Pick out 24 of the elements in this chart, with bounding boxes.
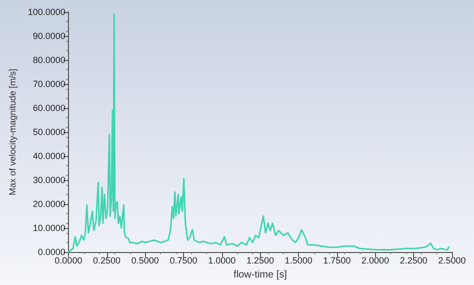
- x-tick-label: 1.7500: [323, 256, 351, 266]
- y-tick-label: 0.0000: [38, 247, 66, 258]
- x-tick-label: 2.0000: [362, 256, 390, 266]
- y-axis-title: Max of velocity-magnitude [m/s]: [8, 68, 18, 196]
- x-tick-label: 0.5000: [131, 256, 159, 266]
- y-tick-label: 70.0000: [32, 79, 66, 90]
- x-tick-label: 1.5000: [284, 256, 312, 266]
- x-tick-label: 0.0000: [54, 256, 82, 266]
- x-tick-label: 2.5000: [438, 256, 466, 266]
- x-tick-label: 2.2500: [400, 256, 428, 266]
- y-tick-label: 50.0000: [32, 127, 66, 138]
- x-tick-label: 0.2500: [93, 256, 121, 266]
- x-tick-label: 1.0000: [208, 256, 236, 266]
- x-tick-label: 1.2500: [246, 256, 274, 266]
- y-tick-label: 80.0000: [32, 55, 66, 66]
- y-tick-label: 30.0000: [32, 175, 66, 186]
- y-tick-label: 40.0000: [32, 151, 66, 162]
- y-tick-label: 60.0000: [32, 103, 66, 114]
- y-tick-label: 10.0000: [32, 223, 66, 234]
- x-axis-title: flow-time [s]: [234, 270, 288, 280]
- y-tick-label: 90.0000: [32, 31, 66, 42]
- y-tick-label: 20.0000: [32, 199, 66, 210]
- y-tick-label: 100.0000: [28, 7, 66, 17]
- x-tick-label: 0.7500: [170, 256, 198, 266]
